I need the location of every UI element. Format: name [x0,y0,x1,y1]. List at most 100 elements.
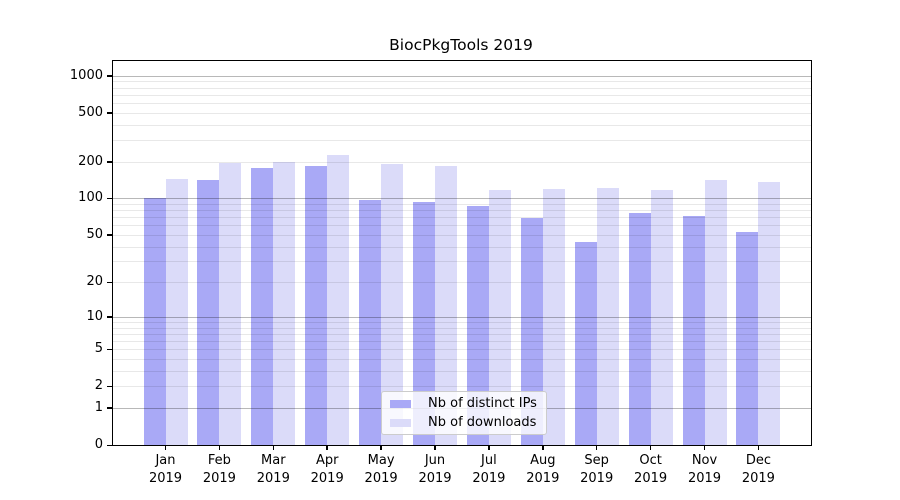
bar-downloads-feb [219,163,242,445]
x-axis-tick-label: Feb 2019 [202,453,236,486]
legend-label-downloads: Nb of downloads [428,415,537,430]
bar-distinct-ips-oct [628,212,651,445]
gridline-minor [113,358,811,360]
x-axis-tick-label: Mar 2019 [256,453,290,486]
y-axis-tick [107,112,112,114]
y-axis-tick [107,234,112,236]
gridline-minor [113,217,811,219]
x-axis-tick [380,445,382,450]
bar-downloads-aug [542,188,565,445]
bar-downloads-dec [758,181,781,445]
bar-downloads-jul [488,189,511,445]
y-axis-tick [107,281,112,284]
gridline-minor [113,94,811,96]
x-axis-tick [164,445,167,450]
bar-downloads-apr [327,155,350,445]
x-axis-tick-label: Sep 2019 [580,453,614,486]
y-axis-tick-label: 20 [86,274,103,290]
bar-distinct-ips-may [359,199,382,445]
bar-downloads-oct [650,189,673,445]
y-axis-tick-label: 200 [78,153,103,169]
bar-distinct-ips-aug [520,217,543,445]
bar-distinct-ips-jan [143,198,166,445]
gridline-minor [113,282,811,284]
y-axis-tick-label: 1 [94,399,103,415]
y-axis-tick [107,444,112,446]
bar-distinct-ips-feb [197,179,220,445]
legend-label-distinct-ips: Nb of distinct IPs [428,396,537,411]
x-axis-tick [218,445,221,450]
gridline-minor [113,124,811,126]
bar-downloads-sep [596,187,619,445]
bar-distinct-ips-jul [466,206,489,445]
gridline-minor [113,87,811,89]
x-axis-tick-label: Oct 2019 [634,453,668,486]
bar-downloads-mar [273,161,296,445]
x-axis-tick-label: Jul 2019 [472,453,506,486]
bar-distinct-ips-nov [682,216,705,445]
chart-title: BiocPkgTools 2019 [389,36,533,54]
legend-swatch-distinct-ips [390,399,411,408]
gridline-minor [113,225,811,227]
gridline-minor [113,203,811,205]
gridline-minor [113,81,811,83]
gridline-minor [113,161,811,163]
gridline-minor [113,112,811,114]
gridline-minor [113,349,811,351]
x-axis-tick-label: Nov 2019 [687,453,722,486]
gridline-major [113,198,811,200]
x-axis-tick-label: Jan 2019 [148,453,183,486]
gridline-major [113,75,811,77]
y-axis-tick [107,348,112,351]
x-axis-tick [326,445,328,450]
gridline-major [113,316,811,318]
x-axis-tick [649,445,652,450]
bar-downloads-jun [435,165,457,445]
x-axis-tick-label: May 2019 [364,453,398,486]
plot-area: Nb of distinct IPs Nb of downloads 0 1 2 5 1… [70,60,812,486]
gridline-minor [113,370,811,372]
gridline-minor [113,139,811,141]
y-axis-tick [107,407,112,409]
bar-downloads-jan [165,179,188,445]
x-axis-tick [703,445,706,450]
x-axis-tick [757,445,760,450]
x-axis-tick [542,445,544,450]
bar-distinct-ips-jun [413,201,435,445]
y-axis-tick [107,75,112,77]
legend: Nb of distinct IPs Nb of downloads [381,391,547,435]
x-axis-tick-label: Dec 2019 [741,453,775,486]
y-axis-tick [107,197,112,200]
gridline-minor [113,103,811,104]
x-axis-tick [272,445,275,450]
gridline-minor [113,386,811,388]
gridline-minor [113,234,811,236]
gridline-minor [113,327,811,329]
y-axis-tick-label: 10 [86,308,103,324]
y-axis-tick-label: 100 [78,190,103,206]
bar-distinct-ips-dec [736,231,759,445]
gridline-minor [113,261,811,263]
x-axis-tick-label: Apr 2019 [310,453,344,486]
y-axis-tick-label: 0 [94,437,103,452]
legend-item-downloads: Nb of downloads [388,413,540,432]
y-axis-tick-label: 1000 [69,67,103,83]
x-axis-tick [488,445,490,450]
bar-distinct-ips-mar [251,168,274,445]
bar-downloads-may [381,163,404,445]
y-axis-tick [107,161,112,163]
x-axis-tick-label: Aug 2019 [526,453,560,486]
y-axis-tick-label: 2 [94,378,103,394]
legend-item-distinct-ips: Nb of distinct IPs [388,394,540,413]
gridline-minor [113,333,811,335]
bar-distinct-ips-apr [305,165,328,445]
x-axis-tick [595,445,598,450]
y-axis-tick-label: 5 [94,341,103,357]
gridline-minor [113,210,811,212]
legend-swatch-downloads [390,418,411,427]
bar-distinct-ips-sep [574,241,597,445]
x-axis-tick-label: Jun 2019 [418,453,452,486]
y-axis-tick [107,385,112,388]
gridline-minor [113,246,811,248]
